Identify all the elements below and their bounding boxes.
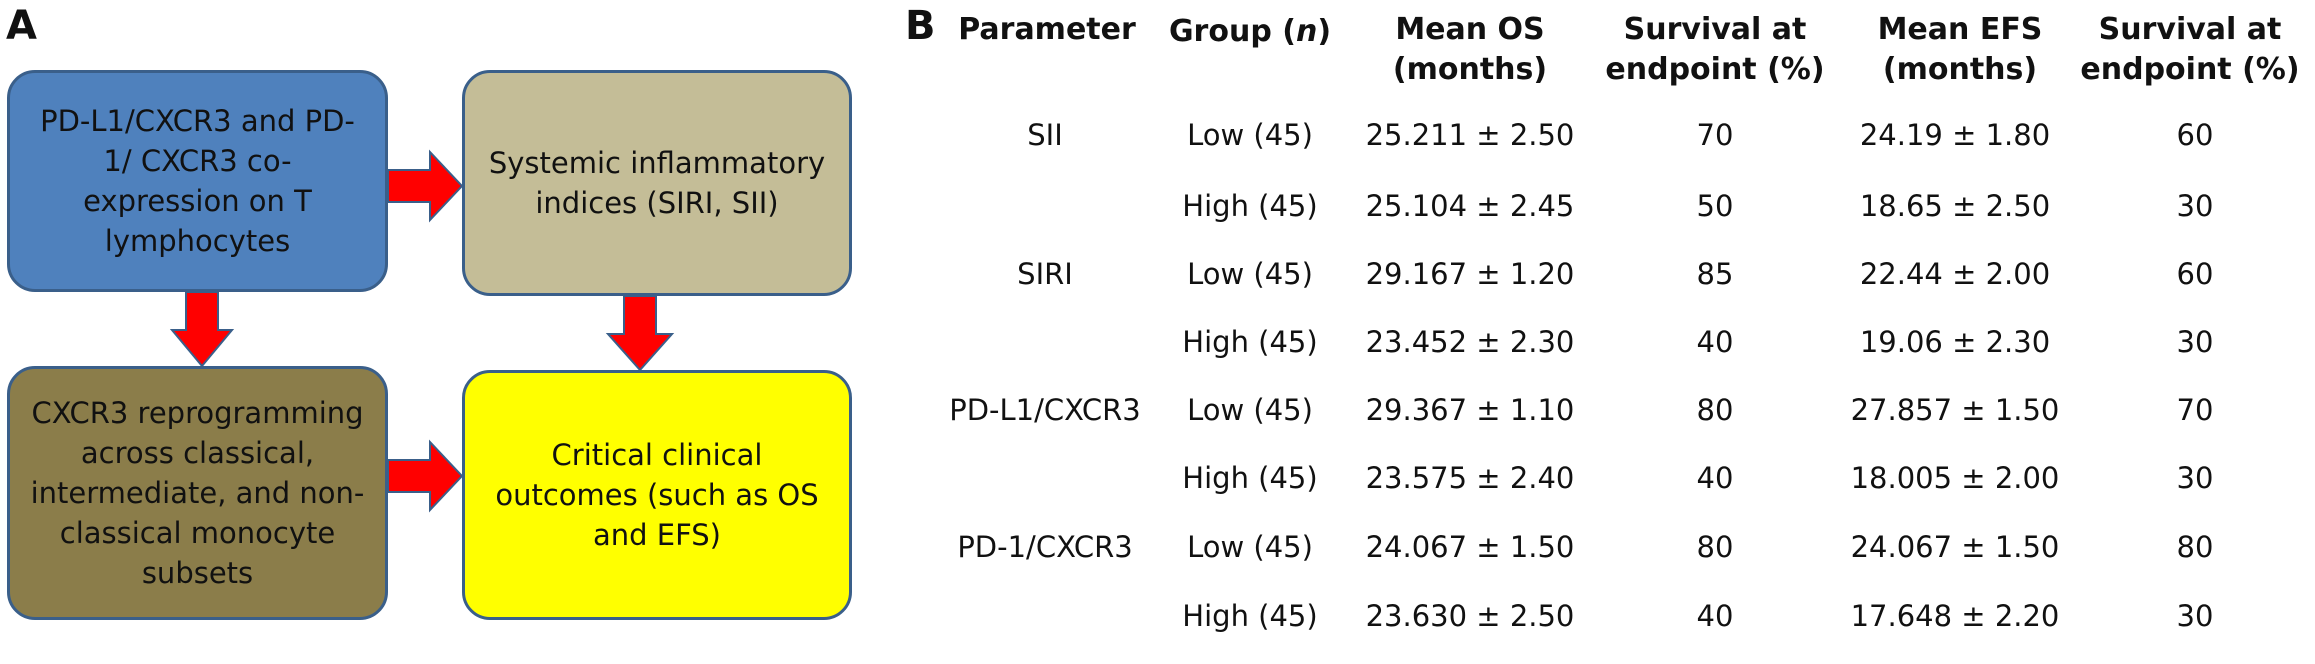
header-survival-os-line1: Survival at [1623, 12, 1807, 47]
cell-group: Low (45) [1187, 118, 1313, 152]
header-survival-efs-line2: endpoint (%) [2080, 52, 2300, 87]
arrow-right-bottom [387, 439, 464, 513]
header-group-text: Group (n) [1160, 12, 1340, 52]
cell-group: High (45) [1182, 325, 1318, 359]
header-group-n: n [1295, 14, 1318, 49]
header-mean-os: Mean OS (months) [1360, 10, 1580, 90]
cell-survival-os: 40 [1696, 599, 1734, 633]
cell-survival-efs: 60 [2176, 257, 2214, 291]
cell-mean-efs: 24.067 ± 1.50 [1850, 530, 2060, 564]
cell-survival-os: 40 [1696, 461, 1734, 495]
header-parameter: Parameter [952, 10, 1142, 50]
cell-group: High (45) [1182, 189, 1318, 223]
box-outcomes-text: Critical clinical outcomes (such as OS a… [495, 438, 819, 552]
cell-survival-os: 40 [1696, 325, 1734, 359]
cell-survival-efs: 30 [2176, 461, 2214, 495]
cell-parameter: SII [1027, 118, 1063, 152]
box-reprogramming: CXCR3 reprogramming across classical, in… [7, 366, 388, 620]
header-mean-efs-line1: Mean EFS [1877, 12, 2043, 47]
cell-survival-efs: 60 [2176, 118, 2214, 152]
cell-mean-os: 23.452 ± 2.30 [1365, 325, 1575, 359]
cell-mean-efs: 19.06 ± 2.30 [1859, 325, 2051, 359]
cell-mean-efs: 24.19 ± 1.80 [1859, 118, 2051, 152]
cell-mean-os: 23.575 ± 2.40 [1365, 461, 1575, 495]
cell-survival-os: 80 [1696, 530, 1734, 564]
cell-group: Low (45) [1187, 393, 1313, 427]
arrow-down-right [605, 295, 675, 372]
panel-b-label: B [905, 3, 936, 49]
header-mean-os-line2: (months) [1392, 52, 1548, 87]
cell-survival-efs: 30 [2176, 189, 2214, 223]
box-coexpression: PD-L1/CXCR3 and PD-1/ CXCR3 co-expressio… [7, 70, 388, 292]
cell-mean-efs: 18.65 ± 2.50 [1859, 189, 2051, 223]
header-survival-efs: Survival at endpoint (%) [2070, 10, 2310, 90]
cell-group: Low (45) [1187, 530, 1313, 564]
cell-survival-os: 50 [1696, 189, 1734, 223]
cell-mean-efs: 27.857 ± 1.50 [1850, 393, 2060, 427]
header-survival-os: Survival at endpoint (%) [1590, 10, 1840, 90]
header-group: Group (n) [1160, 12, 1340, 52]
header-mean-efs: Mean EFS (months) [1845, 10, 2075, 90]
cell-survival-os: 80 [1696, 393, 1734, 427]
cell-survival-os: 85 [1696, 257, 1734, 291]
box-reprogramming-text: CXCR3 reprogramming across classical, in… [30, 396, 365, 590]
cell-mean-os: 25.211 ± 2.50 [1365, 118, 1575, 152]
header-group-suffix: ) [1317, 14, 1332, 49]
cell-mean-efs: 17.648 ± 2.20 [1850, 599, 2060, 633]
cell-survival-efs: 80 [2176, 530, 2214, 564]
box-indices: Systemic inflammatory indices (SIRI, SII… [462, 70, 852, 296]
cell-survival-os: 70 [1696, 118, 1734, 152]
cell-mean-efs: 18.005 ± 2.00 [1850, 461, 2060, 495]
cell-survival-efs: 70 [2176, 393, 2214, 427]
cell-mean-os: 23.630 ± 2.50 [1365, 599, 1575, 633]
cell-parameter: PD-1/CXCR3 [957, 530, 1133, 564]
cell-mean-efs: 22.44 ± 2.00 [1859, 257, 2051, 291]
cell-group: Low (45) [1187, 257, 1313, 291]
cell-mean-os: 25.104 ± 2.45 [1365, 189, 1575, 223]
cell-parameter: PD-L1/CXCR3 [949, 393, 1141, 427]
arrow-right-top [387, 149, 464, 223]
header-parameter-text: Parameter [958, 12, 1136, 47]
box-indices-text: Systemic inflammatory indices (SIRI, SII… [488, 146, 826, 220]
header-mean-os-line1: Mean OS [1395, 12, 1545, 47]
cell-group: High (45) [1182, 599, 1318, 633]
header-mean-efs-line2: (months) [1882, 52, 2038, 87]
cell-survival-efs: 30 [2176, 325, 2214, 359]
panel-a-label: A [6, 3, 37, 49]
cell-group: High (45) [1182, 461, 1318, 495]
header-survival-efs-line1: Survival at [2098, 12, 2282, 47]
box-outcomes: Critical clinical outcomes (such as OS a… [462, 370, 852, 620]
header-group-prefix: Group ( [1168, 14, 1296, 49]
cell-survival-efs: 30 [2176, 599, 2214, 633]
cell-parameter: SIRI [1017, 257, 1073, 291]
cell-mean-os: 29.167 ± 1.20 [1365, 257, 1575, 291]
box-coexpression-text: PD-L1/CXCR3 and PD-1/ CXCR3 co-expressio… [40, 104, 355, 258]
cell-mean-os: 24.067 ± 1.50 [1365, 530, 1575, 564]
cell-mean-os: 29.367 ± 1.10 [1365, 393, 1575, 427]
header-survival-os-line2: endpoint (%) [1605, 52, 1825, 87]
arrow-down-left [169, 291, 235, 368]
